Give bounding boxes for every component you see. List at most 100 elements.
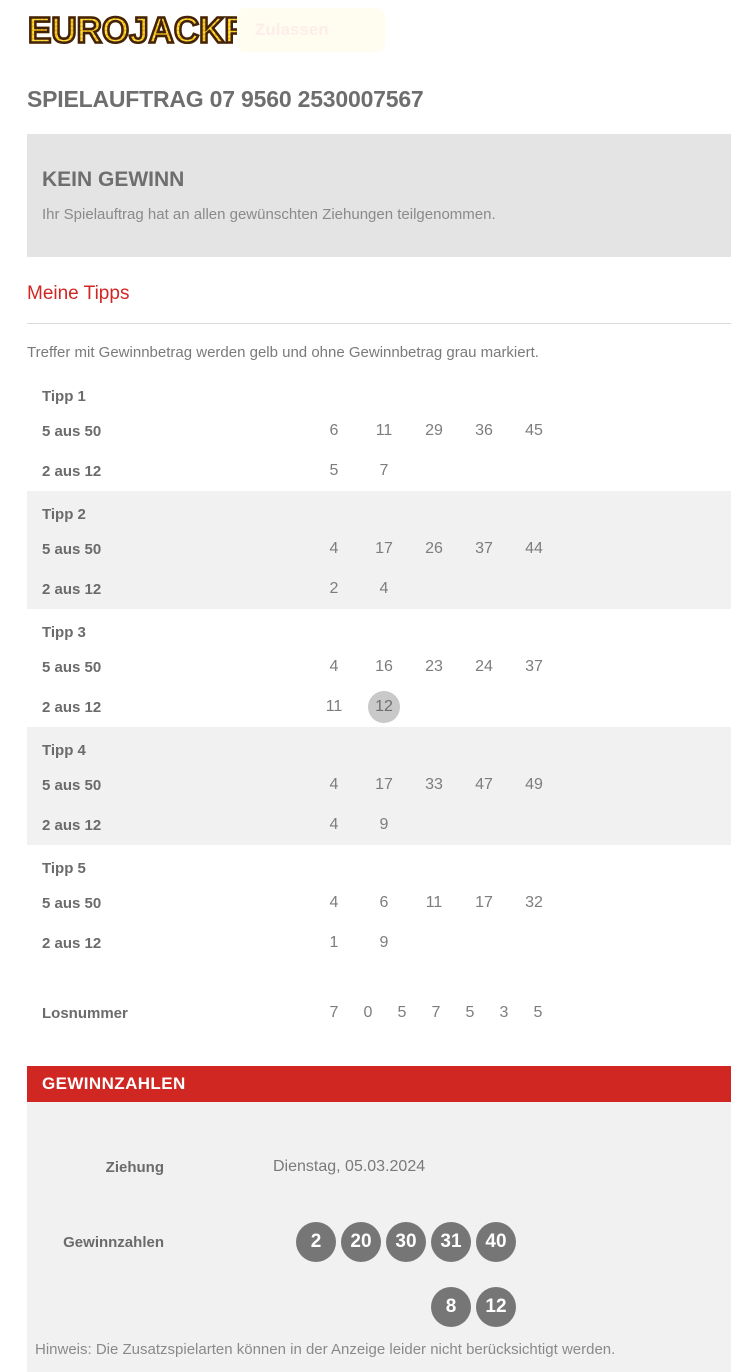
losnummer-digit: 5 [465,1004,475,1021]
tip-number: 32 [525,894,543,911]
ziehung-date: Dienstag, 05.03.2024 [273,1158,426,1175]
tip-label: Tipp 4 [42,742,86,759]
tip-label: Tipp 5 [42,860,86,877]
result-title: KEIN GEWINN [42,168,185,191]
result-message: Ihr Spielauftrag hat an allen gewünschte… [42,206,496,223]
tip-number-row: 5 aus 50 4 6 11 17 32 [42,883,731,923]
tip-number: 45 [525,422,543,439]
main-row-label: 5 aus 50 [42,776,102,794]
winning-main-numbers: 2 20 30 31 40 [296,1222,516,1262]
header: EUROJACKPOT Zulassen [0,0,731,66]
tip-number: 11 [325,698,343,715]
tip-number: 9 [379,934,389,951]
tip-number: 29 [425,422,443,439]
my-tips-heading: Meine Tipps [27,283,130,304]
tip-number: 5 [329,462,339,479]
ziehung-row: Ziehung Dienstag, 05.03.2024 [27,1156,731,1178]
winning-section: Ziehung Dienstag, 05.03.2024 Gewinnzahle… [27,1102,731,1372]
tip-number-row: 5 aus 50 4 16 23 24 37 [42,647,731,687]
tip-block: Tipp 3 5 aus 50 4 16 23 24 37 2 aus 12 11 12 [27,609,731,727]
losnummer-digit: 5 [533,1004,543,1021]
losnummer-digit: 5 [397,1004,407,1021]
winning-euro-numbers: 8 12 [431,1287,731,1327]
tip-block: Tipp 1 5 aus 50 6 11 29 36 45 2 aus 12 5 7 [27,373,731,491]
tip-number-row: 2 aus 12 5 7 [42,451,731,491]
losnummer-digits: 7 0 5 7 5 3 5 [317,1004,555,1022]
winning-main-number: 2 [296,1222,336,1262]
ziehung-label: Ziehung [105,1158,164,1176]
losnummer-digit: 7 [431,1004,441,1021]
tip-number: 47 [475,776,493,793]
gewinnzahlen-banner-label: GEWINNZAHLEN [42,1074,186,1093]
losnummer-digit: 0 [363,1004,373,1021]
hinweis-text: Hinweis: Die Zusatzspielarten können in … [35,1341,616,1358]
main-row-label: 5 aus 50 [42,894,102,912]
tip-number: 4 [329,816,339,833]
tip-number: 12 [359,687,409,727]
euro-row-label: 2 aus 12 [42,816,102,834]
tip-number: 11 [425,894,443,911]
euro-row-label: 2 aus 12 [42,462,102,480]
tip-number: 37 [525,658,543,675]
tip-number: 9 [379,816,389,833]
tip-number: 7 [379,462,389,479]
losnummer-row: Losnummer 7 0 5 7 5 3 5 [27,993,731,1033]
tip-number: 6 [329,422,339,439]
euro-row-label: 2 aus 12 [42,698,102,716]
tip-number: 17 [475,894,493,911]
winning-euro-number: 12 [476,1287,516,1327]
tip-number-row: 2 aus 12 1 9 [42,923,731,963]
tip-block: Tipp 2 5 aus 50 4 17 26 37 44 2 aus 12 2 4 [27,491,731,609]
notification-allow-label: Zulassen [255,20,329,39]
tip-number: 16 [375,658,393,675]
tip-number: 44 [525,540,543,557]
tip-number-row: 5 aus 50 4 17 33 47 49 [42,765,731,805]
losnummer-digit: 3 [499,1004,509,1021]
euro-row-label: 2 aus 12 [42,580,102,598]
divider [27,323,731,324]
gewinnzahlen-label: Gewinnzahlen [63,1233,164,1251]
tips-legend: Treffer mit Gewinnbetrag werden gelb und… [27,344,539,361]
tip-label: Tipp 3 [42,624,86,641]
tip-number-row: 2 aus 12 11 12 [42,687,731,727]
tip-number: 36 [475,422,493,439]
page-title: SPIELAUFTRAG 07 9560 2530007567 [27,86,424,112]
tip-label: Tipp 2 [42,506,86,523]
tip-number: 2 [329,580,339,597]
winning-main-number: 30 [386,1222,426,1262]
main-row-label: 5 aus 50 [42,540,102,558]
main-row-label: 5 aus 50 [42,658,102,676]
tip-number: 17 [375,776,393,793]
tip-number-row: 2 aus 12 2 4 [42,569,731,609]
euro-row-label: 2 aus 12 [42,934,102,952]
tip-number-row: 5 aus 50 4 17 26 37 44 [42,529,731,569]
tip-number: 26 [425,540,443,557]
tip-number: 33 [425,776,443,793]
tip-number: 24 [475,658,493,675]
tip-number-row: 2 aus 12 4 9 [42,805,731,845]
tip-number: 23 [425,658,443,675]
tip-number-row: 5 aus 50 6 11 29 36 45 [42,411,731,451]
losnummer-label: Losnummer [42,1004,128,1022]
tip-number: 4 [329,894,339,911]
tip-number: 17 [375,540,393,557]
hit-number-no-win: 12 [368,691,400,723]
winning-main-number: 20 [341,1222,381,1262]
winning-euro-number: 8 [431,1287,471,1327]
tip-number: 49 [525,776,543,793]
tip-number: 1 [329,934,339,951]
tip-number: 37 [475,540,493,557]
gewinnzahlen-row: Gewinnzahlen 2 20 30 31 40 [27,1222,731,1262]
notification-allow-button[interactable]: Zulassen [237,8,385,52]
gewinnzahlen-banner: GEWINNZAHLEN [27,1066,731,1102]
tip-number: 4 [329,776,339,793]
winning-main-number: 31 [431,1222,471,1262]
tip-block: Tipp 5 5 aus 50 4 6 11 17 32 2 aus 12 1 9 [27,845,731,963]
tip-label: Tipp 1 [42,388,86,405]
tip-number: 4 [329,658,339,675]
tip-number: 4 [379,580,389,597]
losnummer-digit: 7 [329,1004,339,1021]
tip-number: 4 [329,540,339,557]
